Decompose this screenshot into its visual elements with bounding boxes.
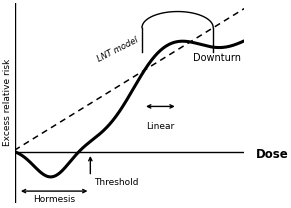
Text: Dose: Dose: [256, 147, 288, 161]
Text: Hormesis: Hormesis: [33, 195, 75, 204]
Text: Threshold: Threshold: [94, 178, 138, 187]
Text: Downturn: Downturn: [193, 53, 241, 63]
Text: LNT model: LNT model: [96, 36, 140, 64]
Text: Linear: Linear: [146, 123, 175, 131]
Y-axis label: Excess relative risk: Excess relative risk: [3, 59, 12, 146]
